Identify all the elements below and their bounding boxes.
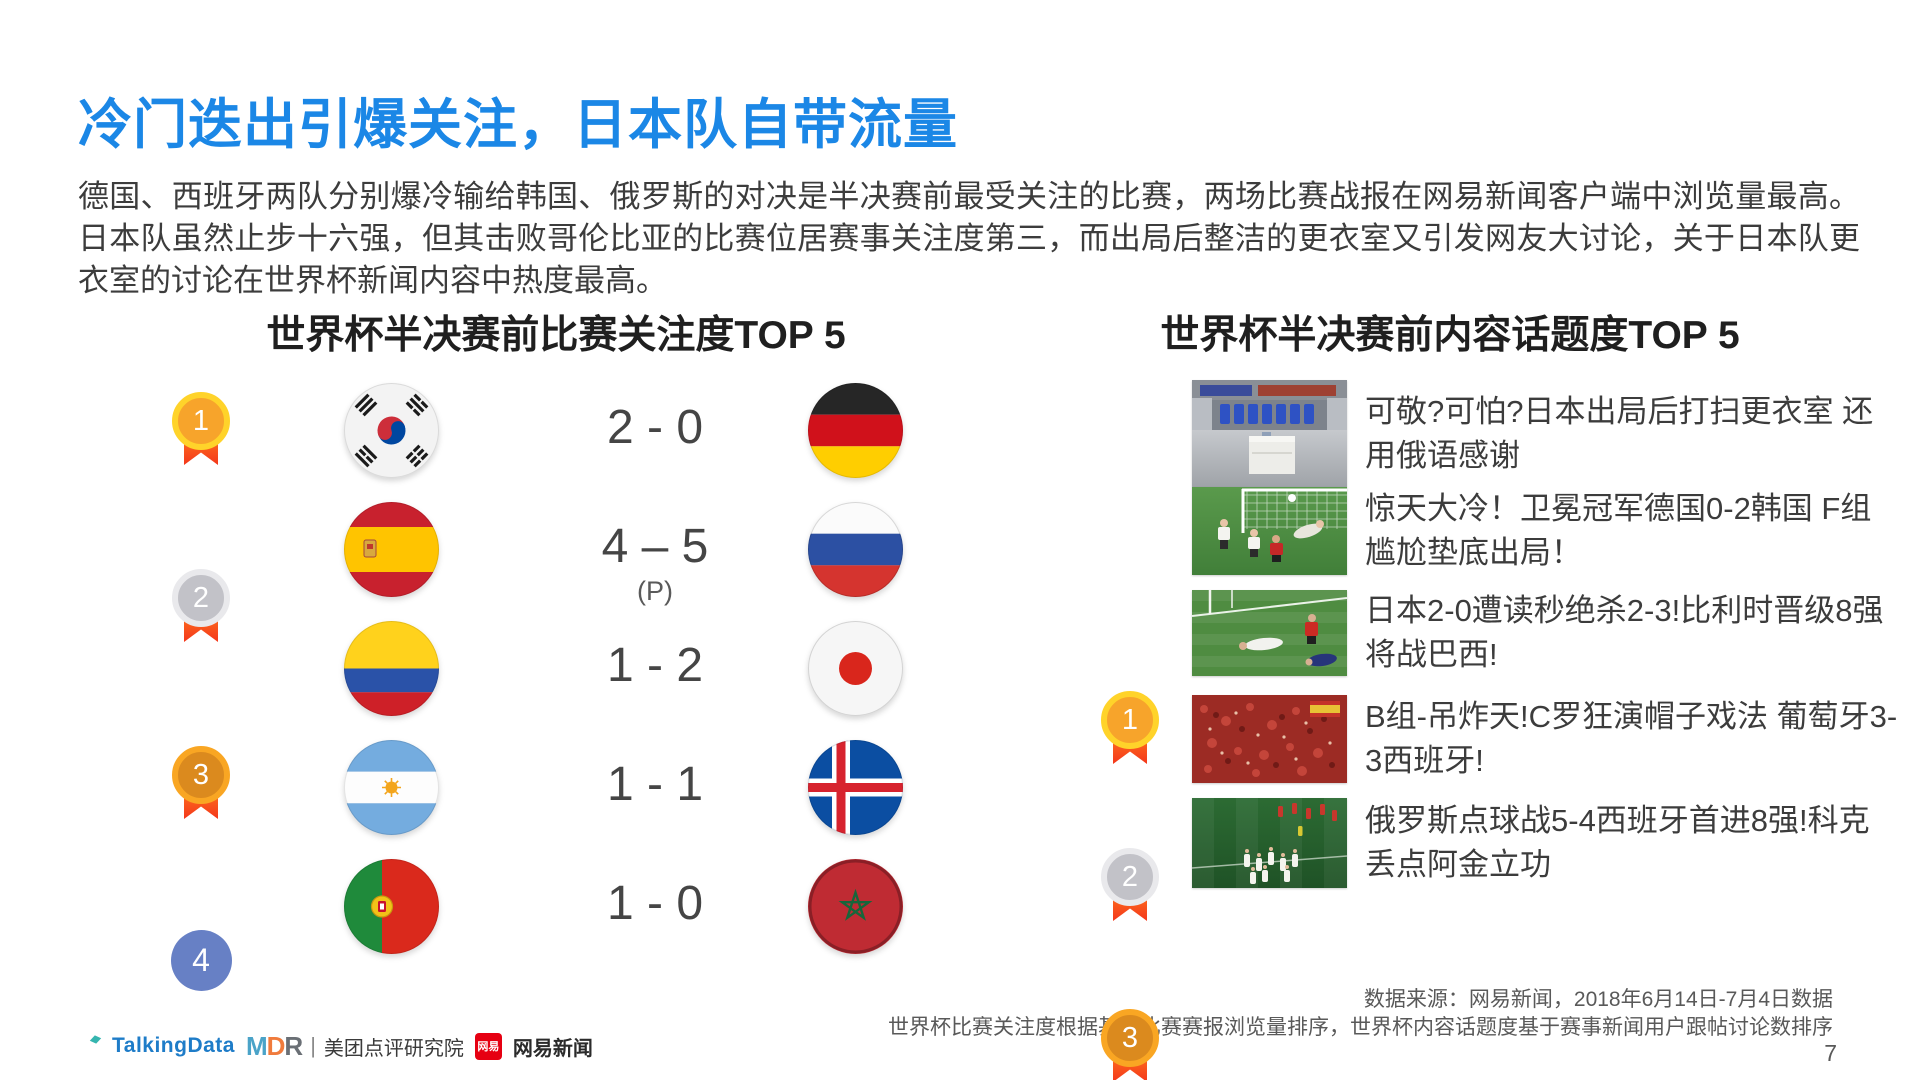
news-thumbnail-team-celebration (1192, 798, 1347, 888)
news-thumbnail-players-on-pitch (1192, 590, 1347, 676)
news-headline: 俄罗斯点球战5-4西班牙首进8强!科克丢点阿金立功 (1365, 803, 1870, 882)
news-thumbnail-goal-action (1192, 487, 1347, 575)
flag-japan-icon (808, 621, 903, 716)
rank-number: 2 (192, 581, 210, 614)
mdr-logo: MDR (245, 1030, 303, 1061)
page-number: 7 (1824, 1040, 1837, 1066)
rank-number: 3 (1121, 1021, 1139, 1054)
rank-number: 2 (1121, 860, 1139, 893)
flag-south-korea-icon (344, 383, 439, 478)
rank-2-medal-icon: 2 (170, 569, 232, 642)
match-ranking-title: 世界杯半决赛前比赛关注度TOP 5 (266, 314, 846, 357)
match-score: 4 – 5 (601, 520, 709, 573)
flag-spain-icon (344, 502, 439, 597)
match-score: 1 - 0 (606, 877, 704, 930)
flag-russia-icon (808, 502, 903, 597)
rank-number: 3 (192, 758, 210, 791)
netease-news-badge-icon: 网易 (474, 1032, 502, 1060)
logo-divider: | (310, 1033, 316, 1058)
rank-number: 1 (192, 404, 210, 437)
flag-germany-icon (808, 383, 903, 478)
match-score-block: 2 - 0 (545, 400, 765, 455)
rank-3-medal-icon: 3 (170, 746, 232, 819)
intro-paragraph: 德国、西班牙两队分别爆冷输给韩国、俄罗斯的对决是半决赛前最受关注的比赛，两场比赛… (78, 179, 1860, 298)
netease-news-logo: 网易新闻 (512, 1037, 593, 1060)
meituan-dianping-institute-logo: 美团点评研究院 (323, 1037, 464, 1060)
rank-2-medal-icon: 2 (1099, 848, 1161, 921)
match-score-block: 1 - 1 (545, 757, 765, 812)
match-score: 2 - 0 (606, 401, 704, 454)
match-score: 1 - 2 (606, 639, 704, 692)
match-score-block: 1 - 2 (545, 638, 765, 693)
penalty-note: (P) (637, 576, 673, 606)
news-thumbnail-red-crowd (1192, 695, 1347, 783)
page-title: 冷门迭出引爆关注，日本队自带流量 (78, 95, 958, 155)
source-line-2: 世界杯比赛关注度根据基于比赛赛报浏览量排序，世界杯内容话题度基于赛事新闻用户跟帖… (888, 1016, 1833, 1039)
rank-3-medal-icon: 3 (1099, 1009, 1161, 1080)
rank-4-badge-icon: 4 (170, 930, 232, 991)
logo-bar: TalkingData MDR | 美团点评研究院 网易 网易新闻 (89, 1030, 593, 1062)
news-headline: 惊天大冷！卫冕冠军德国0-2韩国 F组尴尬垫底出局！ (1365, 491, 1872, 570)
flag-argentina-icon (344, 740, 439, 835)
rank-1-medal-icon: 1 (170, 392, 232, 465)
match-score: 1 - 1 (606, 758, 704, 811)
flag-colombia-icon (344, 621, 439, 716)
source-line-1: 数据来源：网易新闻，2018年6月14日-7月4日数据 (1363, 988, 1833, 1011)
talkingdata-logo: TalkingData (112, 1034, 235, 1057)
match-score-block: 1 - 0 (545, 876, 765, 931)
news-headline: 可敬?可怕?日本出局后打扫更衣室 还用俄语感谢 (1365, 394, 1874, 473)
rank-1-medal-icon: 1 (1099, 691, 1161, 764)
flag-morocco-icon (808, 859, 903, 954)
topic-ranking-title: 世界杯半决赛前内容话题度TOP 5 (1160, 314, 1740, 357)
news-headline: 日本2-0遭读秒绝杀2-3!比利时晋级8强将战巴西! (1365, 593, 1884, 672)
match-score-block: 4 – 5 (P) (545, 519, 765, 607)
data-source-note: 数据来源：网易新闻，2018年6月14日-7月4日数据 世界杯比赛关注度根据基于… (888, 986, 1833, 1042)
rank-number: 1 (1121, 703, 1139, 736)
flag-iceland-icon (808, 740, 903, 835)
news-thumbnail-locker-room (1192, 380, 1347, 487)
talkingdata-tick-icon (89, 1034, 102, 1044)
news-headline: B组-吊炸天!C罗狂演帽子戏法 葡萄牙3-3西班牙! (1365, 699, 1898, 778)
flag-portugal-icon (344, 859, 439, 954)
rank-number: 4 (192, 942, 210, 978)
